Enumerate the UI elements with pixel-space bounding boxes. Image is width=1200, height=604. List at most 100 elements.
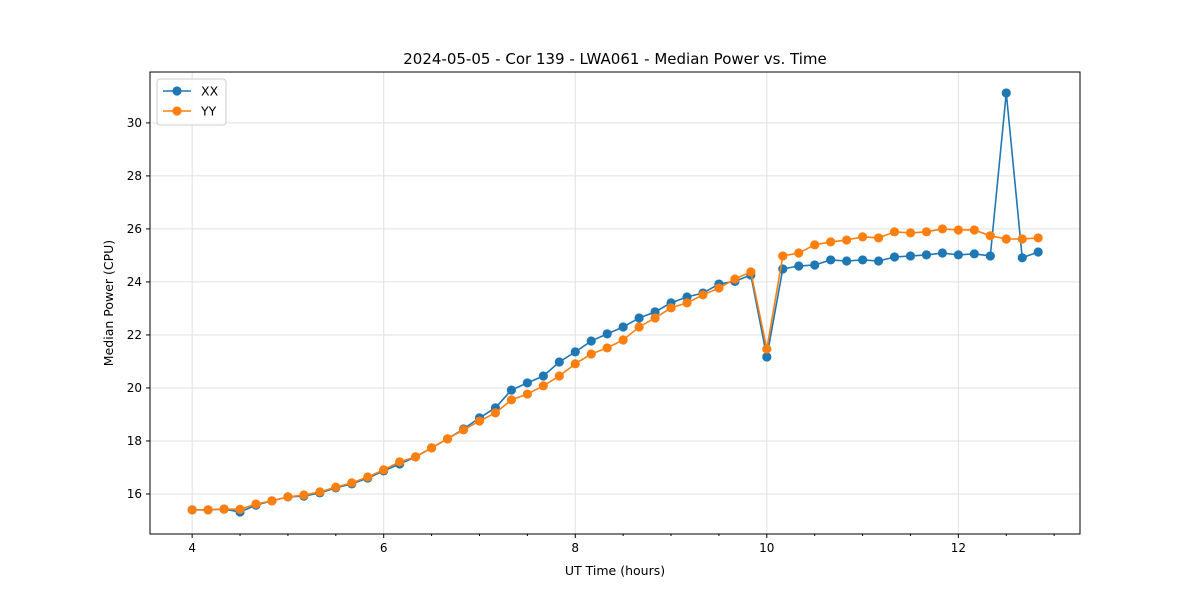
data-point-xx <box>538 371 548 381</box>
data-point-yy <box>937 224 948 234</box>
data-point-yy <box>921 227 932 237</box>
data-point-yy <box>602 343 612 353</box>
data-point-yy <box>682 298 692 308</box>
data-point-yy <box>411 452 421 462</box>
series-line-yy <box>192 228 1039 511</box>
data-point-xx <box>857 255 868 265</box>
data-point-yy <box>1001 234 1011 244</box>
y-tick-label: 16 <box>127 487 142 501</box>
data-point-yy <box>187 505 197 515</box>
data-point-xx <box>762 352 772 362</box>
data-point-yy <box>634 322 644 332</box>
data-point-yy <box>347 478 357 488</box>
data-point-yy <box>251 499 261 509</box>
legend-label: YY <box>200 104 217 119</box>
data-point-yy <box>379 465 389 475</box>
data-point-xx <box>842 256 852 266</box>
y-tick-label: 26 <box>127 222 142 236</box>
x-tick-label: 8 <box>571 541 579 555</box>
data-point-xx <box>618 322 628 332</box>
data-point-yy <box>1033 233 1043 243</box>
data-point-yy <box>299 490 309 500</box>
data-point-yy <box>618 335 628 345</box>
data-point-yy <box>203 505 213 515</box>
y-tick-label: 28 <box>127 169 142 183</box>
data-point-yy <box>873 233 884 243</box>
data-point-xx <box>969 249 979 259</box>
data-point-yy <box>778 251 788 261</box>
data-point-yy <box>905 228 916 238</box>
data-point-xx <box>953 250 963 260</box>
data-point-yy <box>458 425 469 435</box>
data-point-yy <box>842 235 852 245</box>
y-tick-label: 22 <box>127 328 142 342</box>
y-tick-label: 30 <box>127 116 142 130</box>
data-point-yy <box>969 225 979 235</box>
data-point-yy <box>698 290 708 300</box>
x-tick-label: 4 <box>188 541 196 555</box>
data-point-yy <box>442 434 453 444</box>
data-point-xx <box>1017 253 1027 263</box>
data-point-yy <box>522 389 532 399</box>
data-point-yy <box>267 496 277 506</box>
data-point-yy <box>826 237 836 247</box>
data-point-yy <box>953 225 963 235</box>
data-point-xx <box>570 347 580 357</box>
data-point-yy <box>219 504 229 514</box>
data-point-yy <box>762 344 772 354</box>
data-point-yy <box>1017 234 1027 244</box>
data-point-xx <box>794 261 804 271</box>
data-point-xx <box>937 248 948 258</box>
data-point-yy <box>650 313 660 323</box>
data-point-yy <box>570 359 580 369</box>
data-point-yy <box>490 408 501 418</box>
data-point-yy <box>235 504 245 514</box>
y-tick-label: 24 <box>127 275 142 289</box>
data-point-yy <box>315 487 325 497</box>
ticks: 4 6 8 10 12 16 18 20 22 24 26 28 30 <box>127 116 1055 555</box>
data-point-yy <box>746 267 756 277</box>
legend-marker-yy <box>172 106 182 116</box>
data-point-xx <box>889 252 900 262</box>
x-axis-label: UT Time (hours) <box>565 563 665 578</box>
data-point-xx <box>985 251 995 261</box>
x-tick-label: 10 <box>759 541 774 555</box>
data-point-yy <box>714 283 724 293</box>
data-point-xx <box>905 251 916 261</box>
x-tick-label: 6 <box>380 541 388 555</box>
data-point-yy <box>810 240 820 250</box>
y-tick-label: 20 <box>127 381 142 395</box>
y-axis-label: Median Power (CPU) <box>101 240 116 366</box>
data-point-yy <box>985 231 995 241</box>
plot-frame <box>149 71 1081 535</box>
chart-title: 2024-05-05 - Cor 139 - LWA061 - Median P… <box>403 50 827 68</box>
legend: XX YY <box>156 78 227 126</box>
data-point-xx <box>634 313 644 323</box>
y-tick-label: 18 <box>127 434 142 448</box>
series-line-xx <box>192 92 1039 513</box>
data-point-yy <box>857 232 868 242</box>
data-point-yy <box>889 227 900 237</box>
data-point-yy <box>283 492 293 502</box>
data-point-xx <box>810 260 820 270</box>
data-point-xx <box>506 385 517 395</box>
data-point-yy <box>586 349 596 359</box>
data-point-xx <box>522 378 532 388</box>
data-point-xx <box>1033 247 1043 257</box>
x-tick-label: 12 <box>951 541 966 555</box>
data-point-xx <box>873 256 884 266</box>
data-point-xx <box>554 357 564 367</box>
data-point-yy <box>730 274 740 284</box>
legend-label: XX <box>201 84 219 99</box>
data-point-yy <box>331 482 341 492</box>
data-point-yy <box>474 416 485 426</box>
data-point-yy <box>426 443 437 453</box>
data-point-xx <box>826 255 836 265</box>
series-layer <box>187 88 1043 517</box>
data-point-xx <box>586 336 596 346</box>
data-point-yy <box>395 457 405 467</box>
data-point-yy <box>538 381 548 391</box>
data-point-xx <box>921 250 932 260</box>
data-point-yy <box>666 303 676 313</box>
